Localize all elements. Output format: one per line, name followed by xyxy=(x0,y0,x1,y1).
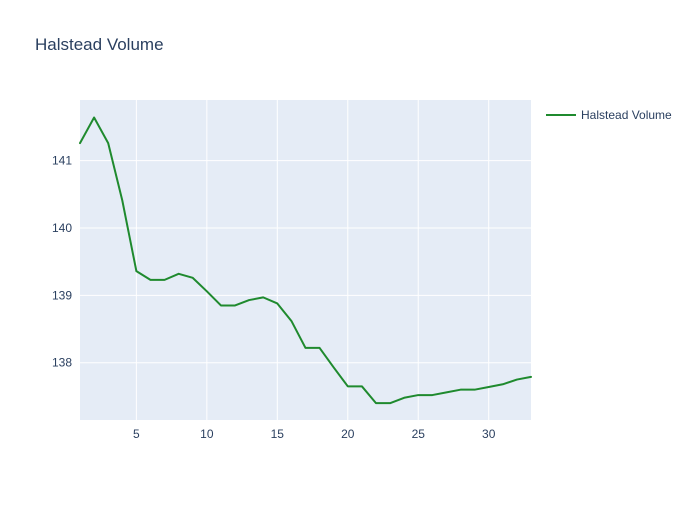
series-line xyxy=(79,116,532,405)
x-tick-label: 20 xyxy=(341,427,355,441)
y-tick-label: 139 xyxy=(52,288,72,302)
x-tick-label: 10 xyxy=(200,427,214,441)
x-tick-label: 30 xyxy=(482,427,496,441)
grid xyxy=(80,100,531,420)
x-tick-label: 5 xyxy=(133,427,140,441)
y-tick-label: 141 xyxy=(52,154,72,168)
legend[interactable]: Halstead Volume xyxy=(546,108,672,122)
legend-label: Halstead Volume xyxy=(581,108,672,122)
plot-area xyxy=(80,100,531,420)
y-axis-ticks: 138 139 140 141 xyxy=(52,154,72,370)
series-layer xyxy=(79,116,532,405)
x-tick-label: 25 xyxy=(412,427,426,441)
x-tick-label: 15 xyxy=(271,427,285,441)
x-axis-ticks: 5 10 15 20 25 30 xyxy=(133,427,496,441)
chart-title: Halstead Volume xyxy=(35,35,164,54)
y-tick-label: 140 xyxy=(52,221,72,235)
y-tick-label: 138 xyxy=(52,356,72,370)
